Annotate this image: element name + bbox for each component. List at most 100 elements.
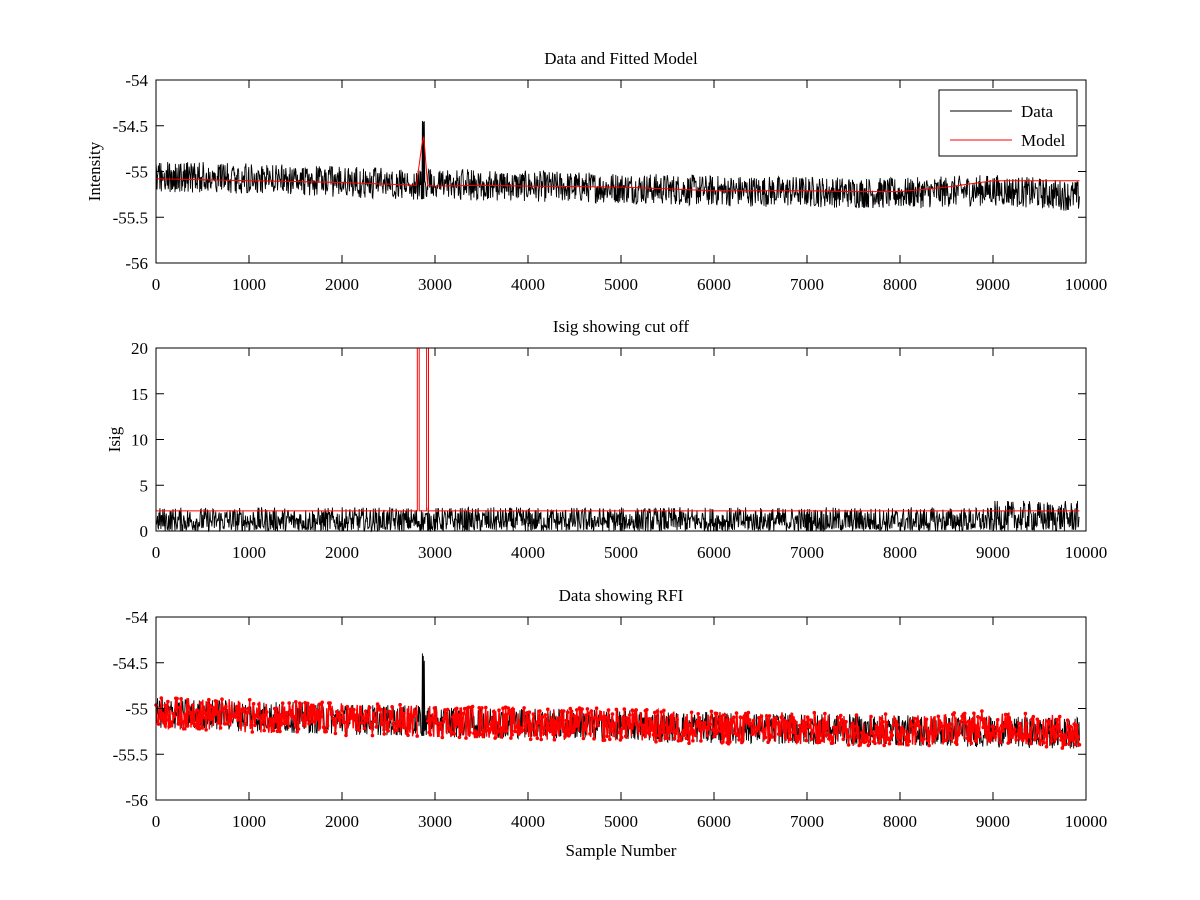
x-tick-label-3: 2000: [325, 812, 359, 831]
series-3-2-marker: [596, 723, 600, 728]
series-3-2-marker: [776, 732, 781, 736]
x-tick-label-3: 3000: [418, 812, 452, 831]
series-3-2-marker: [575, 708, 579, 712]
series-3-2-marker: [635, 723, 640, 728]
series-3-2-marker: [270, 717, 274, 721]
series-3-2-marker: [709, 709, 714, 714]
series-3-2-marker: [904, 735, 909, 740]
series-3-2-marker: [550, 729, 554, 734]
series-3-2-marker: [274, 719, 278, 724]
x-tick-label-1: 1000: [232, 275, 266, 294]
series-3-2-marker: [869, 714, 873, 719]
series-3-2-marker: [547, 726, 551, 731]
y-tick-label-3: -55: [125, 700, 148, 719]
series-3-2-marker: [217, 710, 222, 714]
ticks-3: 0 1000 2000 3000 4000 5000 6000 7000 8000 9000 100…: [113, 608, 1108, 831]
series-3-2-marker: [440, 735, 445, 740]
series-3-2-marker: [307, 721, 311, 726]
x-tick-label-2: 1000: [232, 543, 266, 562]
series-3-2-marker: [819, 733, 823, 737]
series-3-2-marker: [280, 701, 285, 705]
series-3-2-marker: [452, 732, 457, 736]
series-3-2-marker: [552, 737, 557, 742]
series-3-2-marker: [790, 719, 794, 724]
series-3-2-marker: [279, 712, 284, 717]
series-3-2-marker: [594, 706, 599, 710]
y-tick-label-2: 20: [131, 339, 148, 358]
y-tick-label-2: 15: [131, 385, 148, 404]
series-3-2-marker: [957, 731, 962, 735]
series-3-2-marker: [561, 709, 566, 713]
series-3-2-marker: [604, 715, 608, 720]
series-3-2-marker: [344, 733, 348, 738]
series-3-2-marker: [651, 733, 656, 737]
series-3-2-marker: [476, 732, 480, 737]
legend-box: [938, 89, 1078, 157]
series-3-2-marker: [370, 733, 375, 738]
series-3-2-marker: [559, 709, 563, 714]
series-3-2-marker: [828, 733, 832, 737]
series-3-2-marker: [866, 743, 871, 748]
series-3-2-marker: [834, 725, 839, 730]
series-3-2-marker: [862, 740, 867, 745]
series-3-2-marker: [249, 723, 253, 728]
series-3-2-marker: [406, 733, 410, 738]
series-3-2-marker: [342, 720, 347, 725]
series-3-2-marker: [823, 711, 827, 716]
series-3-2-marker: [771, 724, 776, 728]
series-3-2-marker: [827, 737, 831, 741]
x-tick-label-1: 2000: [325, 275, 359, 294]
series-3-2-marker: [947, 728, 951, 733]
series-3-2-marker: [451, 715, 455, 719]
series-3-2-marker: [870, 730, 875, 735]
series-3-2-marker: [747, 718, 752, 722]
series-3-2-marker: [238, 723, 243, 727]
series-3-2-marker: [364, 709, 368, 714]
series-3-2-marker: [926, 738, 930, 743]
series-3-2-marker: [813, 722, 818, 727]
series-3-2-marker: [984, 730, 988, 735]
series-3-2-marker: [623, 734, 628, 738]
panel-isig-showing-cut-off: 0 1000 2000 3000 4000 5000 6000 7000 8000 9000 100…: [105, 317, 1107, 562]
series-3-2-marker: [569, 709, 574, 714]
y-tick-label-2: 5: [140, 476, 149, 495]
series-3-2-marker: [571, 730, 575, 734]
y-tick-label-1: -56: [125, 254, 148, 273]
series-3-2-marker: [889, 730, 893, 735]
series-3-2-marker: [796, 734, 801, 739]
series-3-2-marker: [645, 708, 649, 712]
series-3-2-marker: [228, 714, 232, 718]
series-3-2-marker: [477, 706, 482, 710]
series-3-2-marker: [1011, 731, 1016, 736]
series-3-2-marker: [518, 730, 522, 734]
series-3-2-marker: [460, 727, 464, 732]
y-tick-label-1: -55: [125, 163, 148, 182]
series-3-2-marker: [245, 710, 249, 715]
series-3-2-marker: [831, 741, 835, 745]
series-3-2-marker: [408, 713, 413, 717]
series-3-2-marker: [218, 726, 223, 730]
series-3-2-marker: [300, 713, 305, 718]
series-3-2-marker: [1036, 719, 1041, 724]
series-3-2-marker: [779, 715, 784, 720]
series-3-2-marker: [320, 700, 325, 705]
x-tick-label-3: 9000: [976, 812, 1010, 831]
series-3-2-marker: [774, 716, 778, 720]
series-3-2-marker: [396, 724, 401, 728]
series-3-2-marker: [192, 710, 197, 715]
series-3-2-marker: [841, 737, 846, 742]
y-axis-label-1: Intensity: [85, 141, 104, 201]
series-3-2-marker: [205, 701, 210, 705]
series-3-2-marker: [271, 728, 276, 733]
x-axis-label-3: Sample Number: [566, 841, 677, 860]
series-3-2-marker: [295, 729, 300, 734]
series-3-2-marker: [770, 735, 774, 739]
series-3-2-marker: [1044, 744, 1049, 749]
legend-entry-data: Data: [1021, 102, 1054, 121]
series-3-2-marker: [1075, 723, 1079, 727]
series-3-2-marker: [265, 710, 269, 714]
series-3-2-marker: [366, 713, 371, 717]
series-3-2-marker: [449, 730, 454, 734]
series-3-2-marker: [524, 711, 529, 715]
series-3-2-marker: [296, 727, 301, 731]
